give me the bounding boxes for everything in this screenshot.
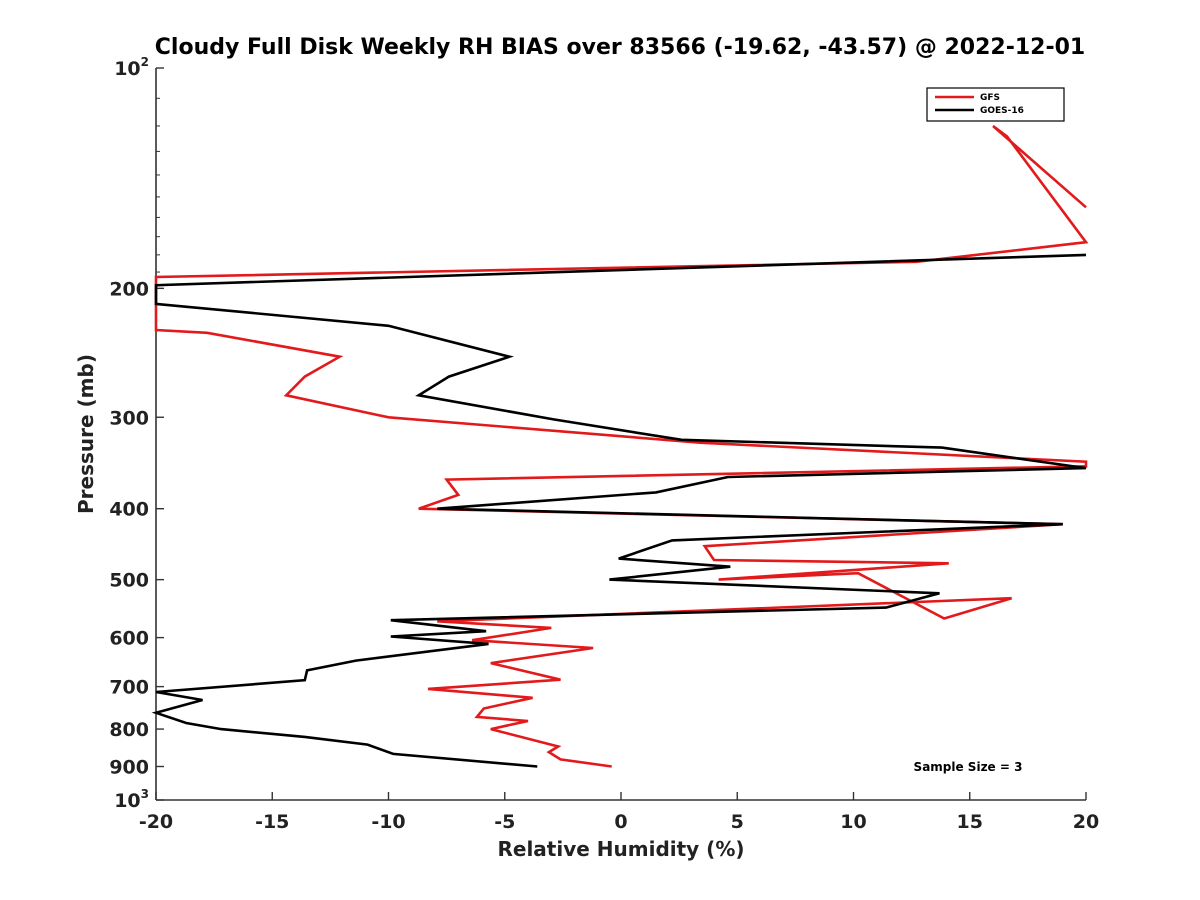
series-line-goes16	[151, 253, 1087, 768]
y-ticks: 102 200 300 400 500 600 700 800 900 103	[109, 55, 164, 812]
y-tick-label: 200	[109, 278, 149, 300]
y-tick-label: 500	[109, 570, 149, 592]
legend-box	[926, 87, 1065, 122]
y-tick-label: 700	[109, 677, 149, 699]
series-layer	[151, 124, 1089, 768]
x-tick-label: -15	[255, 811, 289, 833]
x-ticks: -20 -15 -10 -5 0 5 10 15 20	[139, 792, 1099, 833]
x-tick-label: 20	[1073, 811, 1099, 833]
sample-size-annotation: Sample Size = 3	[914, 760, 1023, 774]
y-axis-label: Pressure (mb)	[74, 354, 98, 514]
x-tick-label: 15	[957, 811, 983, 833]
x-tick-label: 5	[731, 811, 744, 833]
chart-title: Cloudy Full Disk Weekly RH BIAS over 835…	[155, 35, 1085, 60]
y-tick-label: 400	[109, 499, 149, 521]
y-tick-label: 800	[109, 719, 149, 741]
x-tick-label: -5	[494, 811, 515, 833]
y-tick-label: 102	[114, 55, 149, 80]
plot-area: -20 -15 -10 -5 0 5 10 15 20 102 200 300 400 500 600 70…	[109, 55, 1099, 833]
y-tick-label: 600	[109, 628, 149, 650]
y-tick-label: 103	[114, 787, 149, 812]
legend: GFS GOES-16	[926, 87, 1065, 122]
series-line-gfs	[154, 124, 1089, 768]
x-tick-label: 0	[614, 811, 627, 833]
x-tick-label: 10	[840, 811, 866, 833]
x-axis-label: Relative Humidity (%)	[497, 837, 744, 861]
y-tick-label: 900	[109, 757, 149, 779]
x-tick-label: -20	[139, 811, 173, 833]
y-tick-label: 300	[109, 407, 149, 429]
x-tick-label: -10	[371, 811, 405, 833]
legend-label-goes16: GOES-16	[980, 106, 1024, 116]
legend-label-gfs: GFS	[980, 93, 1000, 103]
